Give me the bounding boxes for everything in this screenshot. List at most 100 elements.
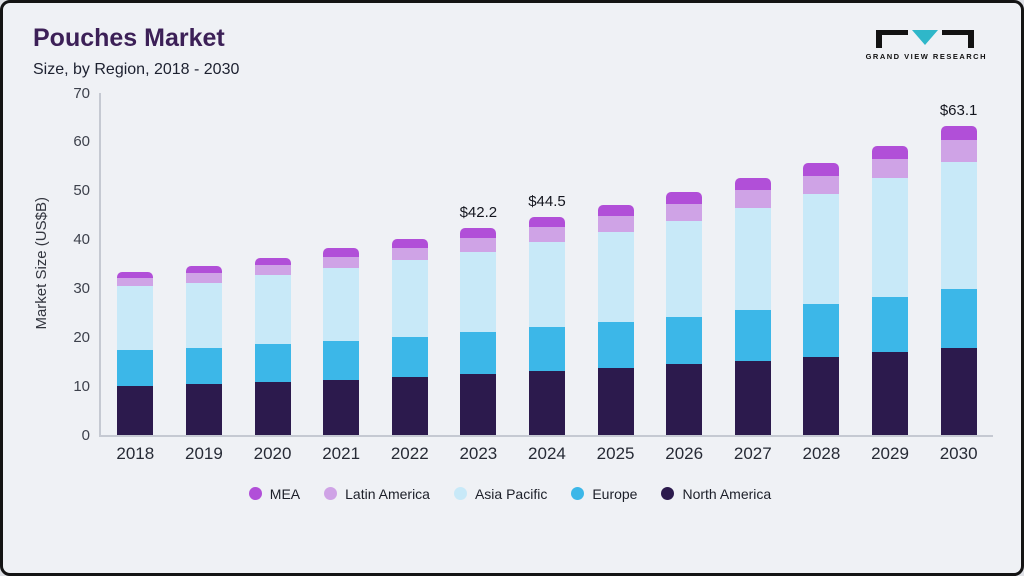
x-axis-labels: 2018 2019 2020 2021 2022 2023 2024 2025 2026 2027… — [101, 444, 993, 464]
bar-segment-asia-pacific — [460, 251, 497, 332]
bar-segment-north-america — [185, 383, 222, 435]
bar-column-2018 — [101, 93, 170, 435]
stacked-bar-2025 — [597, 205, 634, 435]
bar-segment-latin-america — [323, 257, 360, 269]
bar-segment-mea — [666, 192, 703, 204]
x-tick-label-2020: 2020 — [253, 443, 292, 463]
gvr-logo-icon — [876, 30, 975, 48]
bar-column-2030: $63.1 — [924, 93, 993, 435]
x-tick-label-2028: 2028 — [802, 443, 841, 463]
stacked-bar-2027 — [734, 178, 771, 435]
bar-segment-europe — [323, 340, 360, 380]
bar-segment-mea — [803, 162, 840, 176]
legend-swatch-north-america — [661, 487, 675, 500]
legend-item-europe: Europe — [571, 486, 637, 502]
bar-column-2019 — [170, 93, 239, 435]
bar-segment-latin-america — [528, 227, 565, 243]
y-tick-label: 20 — [73, 328, 90, 346]
y-tick-label: 10 — [73, 377, 90, 395]
bar-segment-asia-pacific — [117, 285, 154, 351]
x-tick-label-2026: 2026 — [665, 443, 704, 463]
y-tick-label: 50 — [73, 182, 90, 200]
legend-label: MEA — [269, 485, 301, 502]
bar-segment-mea — [391, 239, 428, 248]
bar-segment-latin-america — [185, 272, 222, 283]
bar-segment-asia-pacific — [734, 207, 771, 311]
bar-segment-latin-america — [666, 203, 703, 221]
legend-label: North America — [682, 485, 772, 502]
x-tick-label-2023: 2023 — [459, 443, 498, 463]
legend-swatch-mea — [248, 487, 262, 500]
bar-segment-asia-pacific — [940, 161, 977, 289]
chart-header: Pouches Market Size, by Region, 2018 - 2… — [3, 3, 1021, 79]
x-axis-spacer — [27, 444, 101, 464]
bar-segment-latin-america — [460, 238, 497, 252]
y-tick-label: 60 — [73, 133, 90, 151]
bar-segment-north-america — [117, 385, 154, 435]
x-tick-label-2024: 2024 — [528, 443, 566, 463]
stacked-bar-2019 — [185, 266, 222, 435]
bar-segment-europe — [528, 326, 565, 372]
bar-segment-north-america — [391, 377, 428, 435]
bar-segment-mea — [460, 228, 497, 239]
stacked-bar-2018 — [117, 272, 154, 435]
bar-segment-mea — [872, 145, 908, 159]
bar-column-2027 — [718, 93, 787, 435]
page-title: Pouches Market — [33, 24, 225, 52]
bar-segment-europe — [940, 288, 977, 348]
stacked-bar-2029 — [872, 145, 908, 435]
value-annotation-2023: $42.2 — [459, 204, 498, 222]
bar-segment-north-america — [803, 357, 840, 435]
value-annotation-2030: $63.1 — [939, 102, 978, 120]
bar-segment-mea — [734, 178, 771, 191]
bar-segment-mea — [254, 257, 291, 266]
title-block: Pouches Market Size, by Region, 2018 - 2… — [33, 24, 239, 79]
bar-segment-asia-pacific — [528, 242, 565, 327]
chart-legend: MEA Latin America Asia Pacific Europe North … — [27, 486, 993, 502]
bar-segment-north-america — [254, 382, 291, 435]
legend-label: Latin America — [345, 485, 430, 502]
value-annotation-2024: $44.5 — [528, 193, 566, 211]
bar-segment-europe — [391, 336, 428, 378]
legend-label: Europe — [592, 485, 638, 502]
bar-segment-mea — [940, 126, 977, 141]
bar-segment-asia-pacific — [185, 282, 222, 348]
bar-segment-mea — [323, 248, 360, 258]
bar-segment-europe — [803, 304, 840, 358]
x-tick-label-2029: 2029 — [871, 443, 909, 463]
bar-column-2024: $44.5 — [513, 93, 582, 435]
y-tick-label: 70 — [73, 84, 90, 102]
legend-swatch-asia-pacific — [453, 487, 467, 500]
legend-item-north-america: North America — [661, 486, 771, 502]
bar-column-2020 — [238, 93, 307, 435]
bar-column-2028 — [787, 93, 856, 435]
bar-segment-asia-pacific — [872, 178, 908, 297]
bar-column-2023: $42.2 — [444, 93, 513, 435]
x-axis: 2018 2019 2020 2021 2022 2023 2024 2025 2026 2027… — [27, 444, 993, 464]
stacked-bar-2024 — [528, 217, 565, 435]
bar-segment-asia-pacific — [391, 260, 428, 337]
bar-segment-north-america — [734, 361, 771, 435]
legend-label: Asia Pacific — [474, 485, 548, 502]
brand-name: GRAND VIEW RESEARCH — [865, 52, 987, 61]
bar-segment-north-america — [872, 352, 908, 435]
legend-item-mea: MEA — [248, 485, 301, 502]
y-tick-label: 40 — [73, 231, 90, 249]
bar-segment-europe — [254, 343, 291, 383]
bar-segment-north-america — [323, 379, 360, 435]
bar-segment-latin-america — [734, 190, 771, 208]
bar-segment-europe — [666, 316, 703, 365]
bar-segment-europe — [460, 331, 497, 375]
bar-segment-north-america — [460, 374, 497, 435]
x-tick-label-2019: 2019 — [185, 443, 223, 463]
bar-segment-mea — [117, 272, 154, 279]
plot-area: $42.2 $44.5 $63.1 — [99, 92, 993, 437]
bar-segment-europe — [597, 321, 634, 369]
x-tick-label-2021: 2021 — [322, 443, 361, 463]
stacked-bar-2022 — [391, 239, 428, 435]
bar-segment-latin-america — [803, 175, 840, 194]
x-tick-label-2030: 2030 — [939, 443, 978, 463]
stacked-bar-2028 — [803, 162, 840, 435]
legend-swatch-latin-america — [324, 487, 338, 500]
